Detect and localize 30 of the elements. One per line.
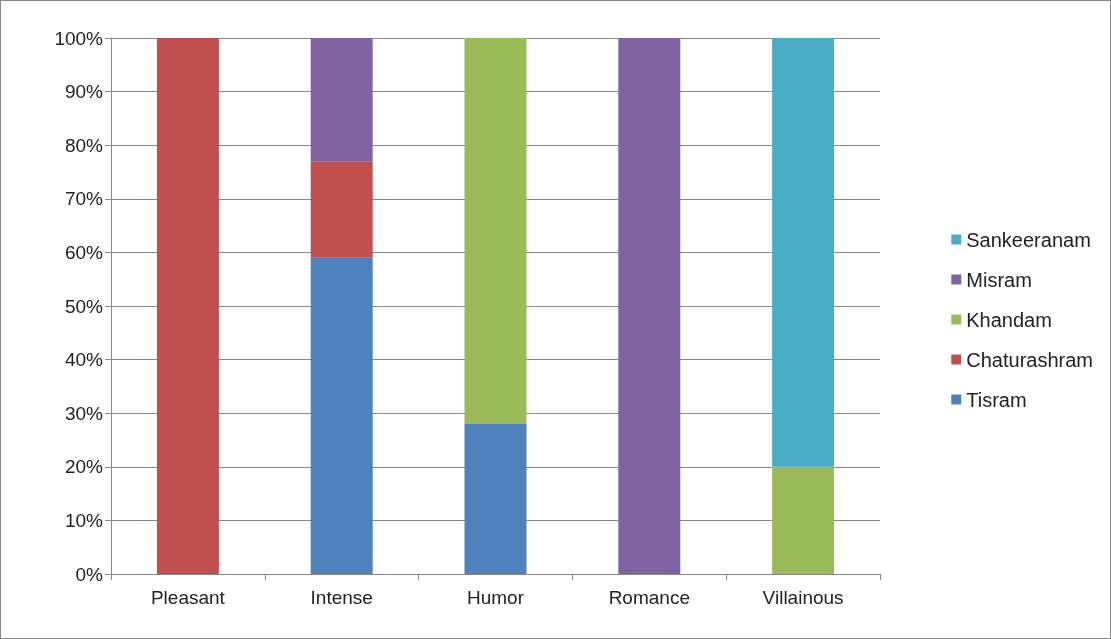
y-tick-label: 30% [64,402,104,424]
y-tick-label: 60% [64,241,104,263]
x-tick-label: Humor [466,587,525,608]
x-tick-label: Intense [310,587,373,608]
x-tick-label: Pleasant [150,587,226,608]
legend-label: Misram [966,268,1032,291]
y-tick-label: 40% [64,349,104,371]
bar [310,161,373,258]
bar [464,423,527,574]
y-tick-label: 80% [64,134,104,156]
y-tick-label: 10% [64,509,104,531]
x-tick-label: Romance [608,587,690,608]
bar [772,38,835,467]
y-tick-label: 20% [64,456,104,478]
legend-label: Khandam [966,308,1052,331]
y-tick-label: 50% [64,295,104,317]
legend-label: Sankeeranam [966,228,1091,251]
y-tick-label: 0% [75,563,104,585]
y-tick-label: 90% [64,81,104,103]
bar [464,38,527,424]
y-tick-label: 100% [54,27,104,49]
bar [310,38,373,162]
x-tick-label: Villainous [762,587,844,608]
bar [772,466,835,574]
bar [156,38,219,574]
bar [310,257,373,574]
bar [618,38,681,574]
legend-label: Tisram [966,388,1027,411]
y-tick-label: 70% [64,188,104,210]
legend-label: Chaturashram [966,348,1093,371]
